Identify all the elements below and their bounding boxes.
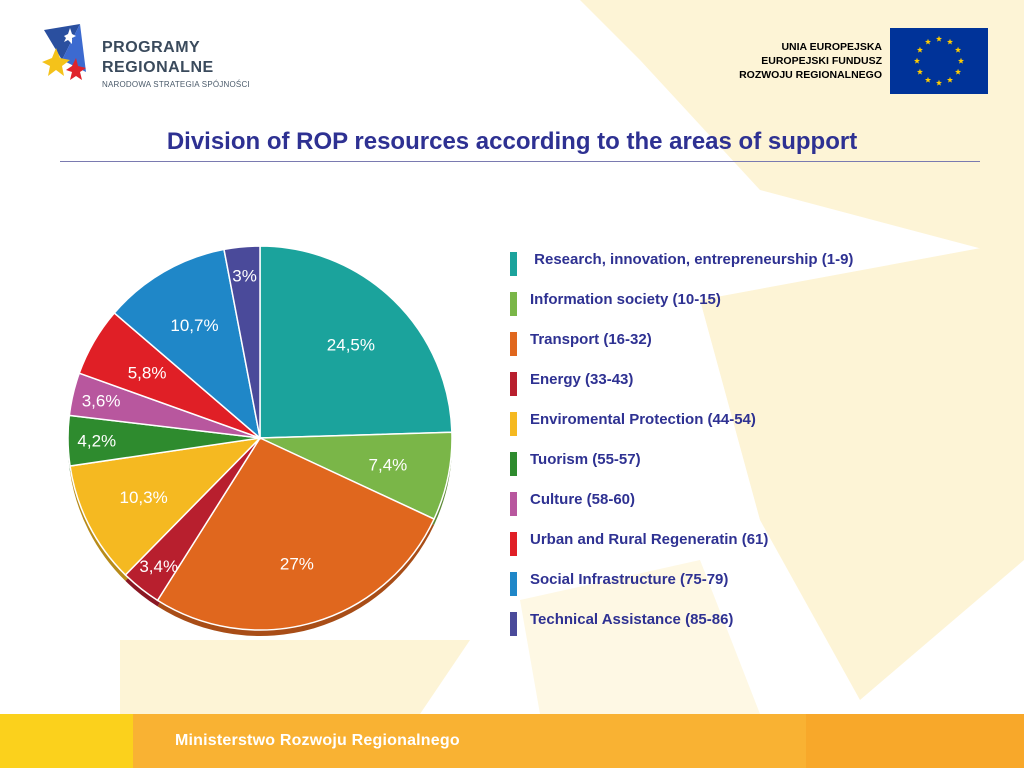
- logo-line-2: REGIONALNE: [102, 59, 214, 76]
- pie-slice-label: 5,8%: [128, 363, 167, 382]
- legend-item: Energy (33-43): [510, 370, 853, 410]
- eu-star: [916, 46, 923, 53]
- pie-slice-label: 3%: [232, 267, 257, 286]
- footer-text: Ministerstwo Rozwoju Regionalnego: [175, 732, 460, 749]
- legend-item: Information society (10-15): [510, 290, 853, 330]
- eu-logo-block: UNIA EUROPEJSKA EUROPEJSKI FUNDUSZ ROZWO…: [739, 28, 988, 94]
- title-divider: [60, 161, 980, 162]
- pie-slice-label: 3,6%: [82, 392, 121, 411]
- eu-star: [955, 46, 962, 53]
- legend-swatch: [510, 332, 517, 356]
- chart-legend: Research, innovation, entrepreneurship (…: [510, 250, 853, 650]
- pie-slice: [223, 245, 261, 439]
- eu-line-2: EUROPEJSKI FUNDUSZ: [761, 55, 882, 67]
- legend-label: Technical Assistance (85-86): [530, 611, 734, 628]
- stars-logo-icon: [42, 24, 86, 80]
- legend-item: Tuorism (55-57): [510, 450, 853, 490]
- pie-slice-label: 27%: [280, 554, 314, 573]
- legend-label: Transport (16-32): [530, 331, 652, 348]
- legend-label: Enviromental Protection (44-54): [530, 411, 756, 428]
- legend-label: Urban and Rural Regeneratin (61): [530, 531, 769, 548]
- pie-slice-label: 10,7%: [170, 316, 218, 335]
- pie-slice: [259, 245, 453, 439]
- eu-star: [957, 57, 965, 64]
- legend-swatch: [510, 452, 517, 476]
- eu-star: [935, 79, 943, 86]
- legend-item: Culture (58-60): [510, 490, 853, 530]
- eu-star: [946, 38, 954, 45]
- eu-text: UNIA EUROPEJSKA EUROPEJSKI FUNDUSZ ROZWO…: [739, 40, 882, 82]
- pie-slice: [69, 436, 263, 576]
- pie-slice: [113, 248, 262, 440]
- logo-line-3: NARODOWA STRATEGIA SPÓJNOŚCI: [102, 80, 250, 89]
- legend-label: Culture (58-60): [530, 491, 636, 508]
- legend-label: Research, innovation, entrepreneurship (…: [530, 251, 854, 268]
- pie-slice-label: 24,5%: [327, 335, 375, 354]
- legend-label: Social Infrastructure (75-79): [530, 571, 729, 588]
- eu-line-1: UNIA EUROPEJSKA: [781, 41, 882, 53]
- legend-swatch: [510, 292, 517, 316]
- pie-chart: 24,5% 7,4% 27% 3,4% 10,3% 4,2% 3,6% 5,8% 10,7% 3%: [67, 245, 453, 637]
- legend-swatch: [510, 612, 517, 636]
- eu-line-3: ROZWOJU REGIONALNEGO: [739, 69, 882, 81]
- eu-star: [916, 68, 923, 75]
- legend-item: Research, innovation, entrepreneurship (…: [510, 250, 853, 290]
- legend-swatch: [510, 572, 517, 596]
- eu-star: [955, 68, 962, 75]
- legend-item: Technical Assistance (85-86): [510, 610, 853, 650]
- legend-item: Enviromental Protection (44-54): [510, 410, 853, 450]
- legend-label: Information society (10-15): [530, 291, 721, 308]
- legend-label: Tuorism (55-57): [530, 451, 641, 468]
- slide-title: Division of ROP resources according to t…: [166, 128, 858, 155]
- pie-slice-label: 4,2%: [77, 431, 116, 450]
- eu-star: [924, 76, 932, 83]
- footer-bar: Ministerstwo Rozwoju Regionalnego: [0, 714, 1024, 768]
- pie-slice: [156, 437, 436, 631]
- legend-label: Energy (33-43): [530, 371, 634, 388]
- legend-item: Urban and Rural Regeneratin (61): [510, 530, 853, 570]
- legend-swatch: [510, 412, 517, 436]
- pie-slice-label: 10,3%: [119, 488, 167, 507]
- legend-swatch: [510, 372, 517, 396]
- eu-flag-icon: [890, 28, 988, 94]
- programy-regionalne-logo: PROGRAMY REGIONALNE NARODOWA STRATEGIA S…: [40, 22, 280, 97]
- eu-star: [935, 35, 943, 42]
- legend-swatch: [510, 492, 517, 516]
- legend-item: Transport (16-32): [510, 330, 853, 370]
- pie-slice-label: 3,4%: [139, 557, 178, 576]
- logo-line-1: PROGRAMY: [102, 39, 201, 56]
- pie-slice-label: 7,4%: [369, 455, 408, 474]
- legend-item: Social Infrastructure (75-79): [510, 570, 853, 610]
- legend-swatch: [510, 252, 517, 276]
- legend-swatch: [510, 532, 517, 556]
- eu-star: [924, 38, 932, 45]
- eu-star: [913, 57, 921, 64]
- eu-star: [946, 76, 954, 83]
